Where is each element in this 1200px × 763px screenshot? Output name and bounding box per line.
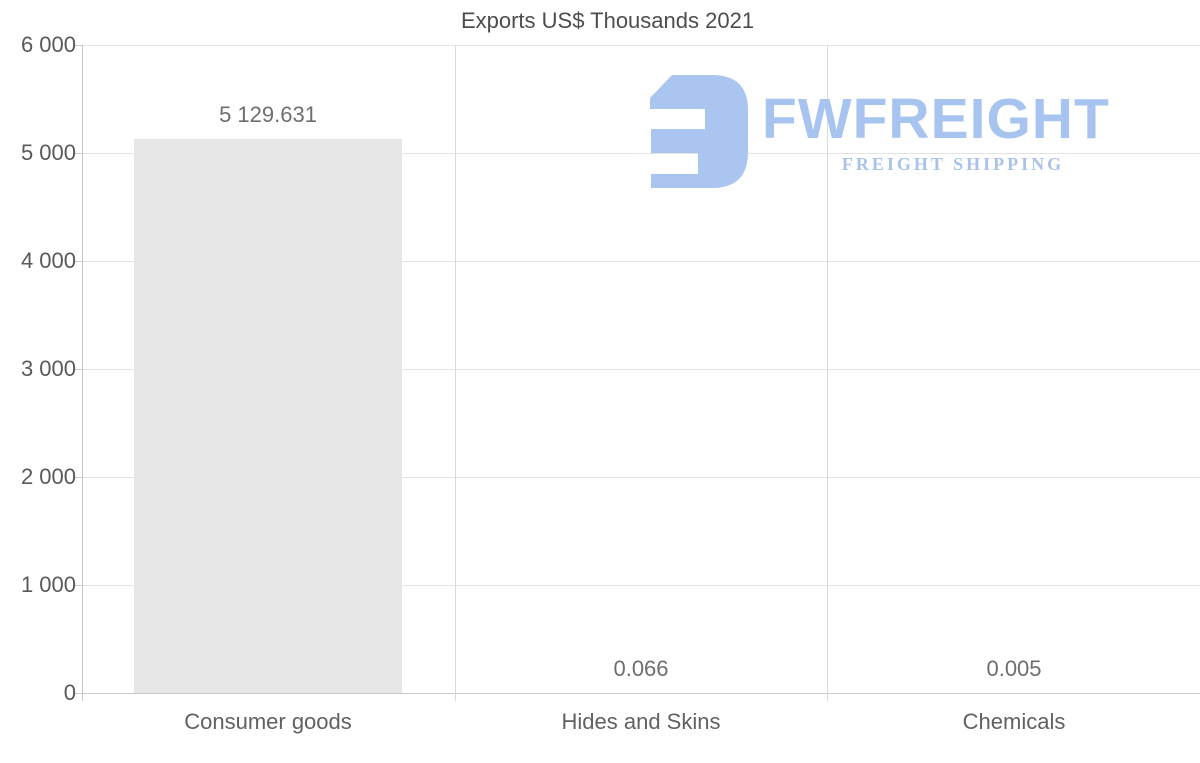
bar-value-label: 5 129.631 [219, 102, 317, 127]
h-gridline [82, 585, 1200, 586]
y-axis-tick [73, 45, 82, 46]
v-gridline [455, 45, 456, 701]
y-axis-tick [73, 261, 82, 262]
logo-wordmark: FWFREIGHT [762, 87, 1110, 151]
category-label: Consumer goods [184, 709, 352, 734]
h-gridline [82, 477, 1200, 478]
y-axis-tick [73, 477, 82, 478]
y-axis-tick [73, 369, 82, 370]
fwfreight-logo: FWFREIGHT FREIGHT SHIPPING [648, 70, 1144, 188]
h-gridline [82, 369, 1200, 370]
bar-consumer-goods [134, 139, 402, 693]
y-tick-label: 3 000 [20, 356, 76, 381]
y-axis-tick [73, 693, 82, 694]
y-tick-label: 0 [63, 680, 76, 705]
y-axis-line [82, 45, 83, 701]
fwfreight-logo-icon [650, 75, 748, 188]
h-gridline [82, 153, 1200, 154]
h-gridline [82, 693, 1200, 694]
y-axis-tick [73, 585, 82, 586]
y-axis-tick [73, 153, 82, 154]
y-tick-label: 6 000 [20, 32, 76, 57]
y-tick-label: 4 000 [20, 248, 76, 273]
chart-title: Exports US$ Thousands 2021 [460, 8, 755, 33]
category-label: Hides and Skins [561, 709, 721, 734]
h-gridline [82, 45, 1200, 46]
bar-value-label: 0.005 [986, 656, 1042, 681]
v-gridline [827, 45, 828, 701]
bar-value-label: 0.066 [613, 656, 669, 681]
y-tick-label: 1 000 [20, 572, 76, 597]
y-tick-label: 2 000 [20, 464, 76, 489]
category-label: Chemicals [962, 709, 1066, 734]
h-gridline [82, 261, 1200, 262]
y-tick-label: 5 000 [20, 140, 76, 165]
logo-tagline: FREIGHT SHIPPING [841, 154, 1065, 174]
logo-text-block: FWFREIGHT FREIGHT SHIPPING [762, 70, 1144, 175]
